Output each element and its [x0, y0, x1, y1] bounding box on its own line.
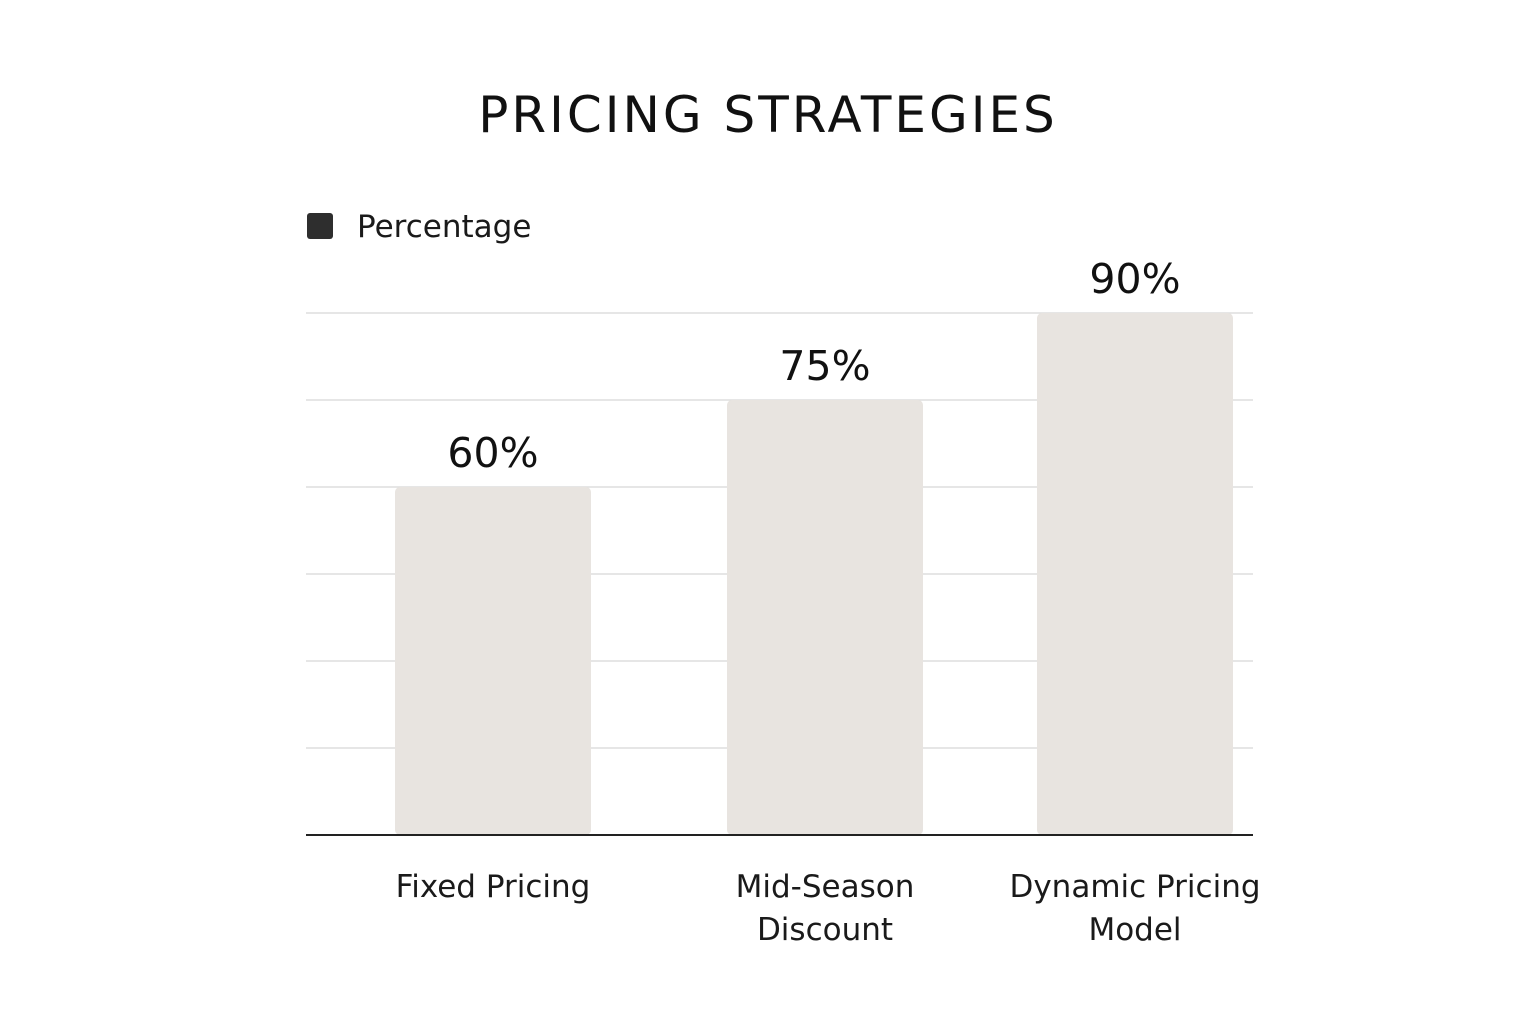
- bar-3: [1037, 313, 1233, 835]
- category-label-1: Fixed Pricing: [396, 869, 591, 905]
- value-label-2: 75%: [779, 342, 870, 390]
- legend-label: Percentage: [357, 209, 531, 245]
- chart-title: PRICING STRATEGIES: [478, 86, 1058, 144]
- value-label-1: 60%: [447, 429, 538, 477]
- category-label-line: Model: [1088, 912, 1181, 948]
- value-labels: 60% 75% 90%: [447, 255, 1180, 477]
- category-label-line: Mid-Season: [736, 869, 915, 905]
- category-label-line: Discount: [757, 912, 893, 948]
- category-label-line: Dynamic Pricing: [1009, 869, 1260, 905]
- category-label-line: Fixed Pricing: [396, 869, 591, 905]
- value-label-3: 90%: [1089, 255, 1180, 303]
- category-label-3: Dynamic Pricing Model: [1009, 869, 1260, 948]
- category-label-2: Mid-Season Discount: [736, 869, 915, 948]
- bars: [395, 313, 1233, 835]
- bar-2: [727, 400, 923, 835]
- legend-swatch: [307, 213, 333, 239]
- bar-1: [395, 487, 591, 835]
- legend: Percentage: [307, 209, 531, 245]
- category-labels: Fixed Pricing Mid-Season Discount Dynamic P…: [396, 869, 1261, 948]
